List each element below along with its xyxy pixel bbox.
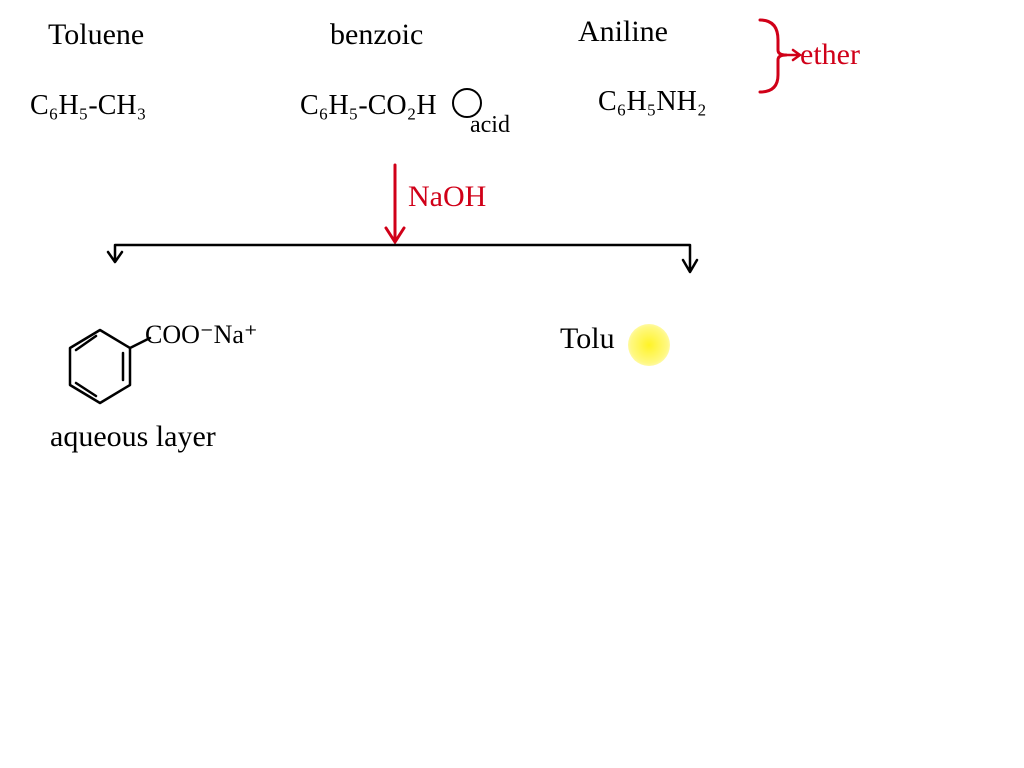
benzoic-name: benzoic [330,18,423,52]
aqueous-label: aqueous layer [50,420,216,454]
acid-label: acid [470,112,510,139]
cursor-highlight [628,324,670,366]
benzoate-formula: COO⁻Na⁺ [145,320,258,350]
benzene-ring-stroke [70,330,150,403]
tolu-partial-label: Tolu [560,322,615,356]
benzoic-formula: C₆H₅-CO₂H [300,90,437,122]
toluene-name: Toluene [48,18,144,52]
split-bar-stroke [108,245,697,272]
diagram-canvas: { "labels": { "toluene_name": "Toluene",… [0,0,1024,768]
ether-label: ether [800,38,860,72]
naoh-arrow-stroke [386,165,404,242]
naoh-label: NaOH [408,180,486,214]
ether-arrow-stroke [786,50,800,60]
bracket-stroke [760,20,786,92]
aniline-name: Aniline [578,15,668,49]
toluene-formula: C₆H₅-CH₃ [30,90,146,122]
aniline-formula: C₆H₅NH₂ [598,86,707,118]
stroke-layer [0,0,1024,768]
